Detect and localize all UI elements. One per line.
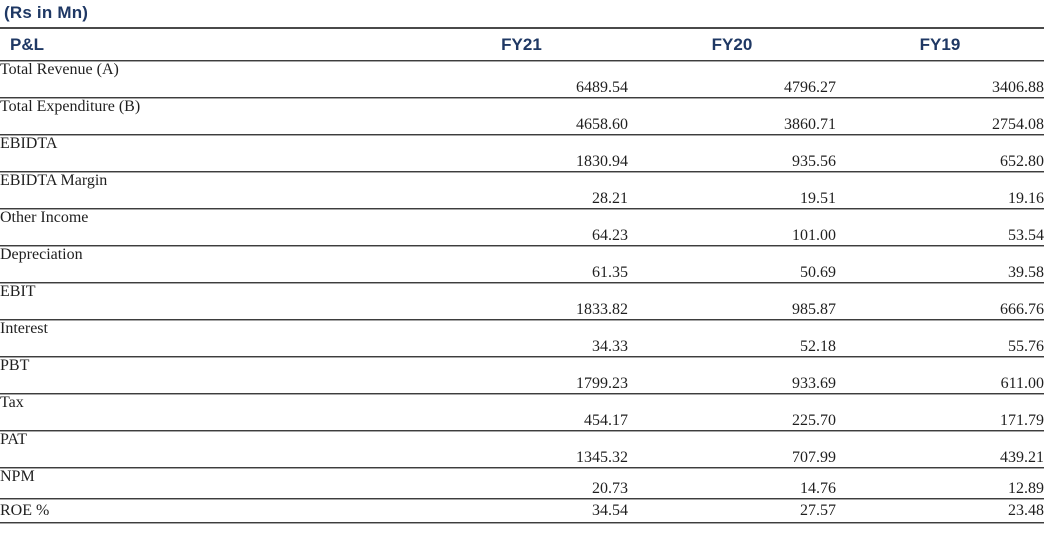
- cell-fy20: 52.18: [628, 319, 836, 357]
- cell-fy21: 1799.23: [415, 356, 628, 394]
- cell-fy19: 666.76: [836, 282, 1044, 320]
- table-header-row: P&L FY21 FY20 FY19: [0, 27, 1044, 61]
- cell-fy20: 985.87: [628, 282, 836, 320]
- cell-fy21: 64.23: [415, 208, 628, 246]
- cell-fy19: 3406.88: [836, 60, 1044, 98]
- cell-fy21: 1830.94: [415, 134, 628, 172]
- cell-fy20: 27.57: [628, 498, 836, 523]
- cell-fy21: 4658.60: [415, 97, 628, 135]
- units-title: (Rs in Mn): [4, 3, 89, 22]
- row-label: PAT: [0, 430, 415, 468]
- row-label: Depreciation: [0, 245, 415, 283]
- row-label: PBT: [0, 356, 415, 394]
- row-label: EBIT: [0, 282, 415, 320]
- cell-fy21: 454.17: [415, 393, 628, 431]
- cell-fy20: 225.70: [628, 393, 836, 431]
- table-row-pbt: PBT 1799.23 933.69 611.00: [0, 356, 1044, 394]
- table-row-interest: Interest 34.33 52.18 55.76: [0, 319, 1044, 357]
- cell-fy19: 12.89: [836, 467, 1044, 499]
- cell-fy20: 50.69: [628, 245, 836, 283]
- row-label: Other Income: [0, 208, 415, 246]
- cell-fy21: 61.35: [415, 245, 628, 283]
- cell-fy21: 34.54: [415, 498, 628, 523]
- cell-fy19: 53.54: [836, 208, 1044, 246]
- table-row-tax: Tax 454.17 225.70 171.79: [0, 393, 1044, 431]
- row-label: ROE %: [0, 498, 415, 523]
- cell-fy21: 1833.82: [415, 282, 628, 320]
- table-row-npm: NPM 20.73 14.76 12.89: [0, 467, 1044, 499]
- table-row-ebit: EBIT 1833.82 985.87 666.76: [0, 282, 1044, 320]
- cell-fy19: 19.16: [836, 171, 1044, 209]
- table-row-ebidta: EBIDTA 1830.94 935.56 652.80: [0, 134, 1044, 172]
- table-row-other-income: Other Income 64.23 101.00 53.54: [0, 208, 1044, 246]
- cell-fy20: 3860.71: [628, 97, 836, 135]
- cell-fy20: 4796.27: [628, 60, 836, 98]
- cell-fy19: 439.21: [836, 430, 1044, 468]
- row-label: Total Revenue (A): [0, 60, 415, 98]
- row-label: Total Expenditure (B): [0, 97, 415, 135]
- cell-fy21: 28.21: [415, 171, 628, 209]
- cell-fy19: 171.79: [836, 393, 1044, 431]
- table-row-pat: PAT 1345.32 707.99 439.21: [0, 430, 1044, 468]
- table-row-ebidta-margin: EBIDTA Margin 28.21 19.51 19.16: [0, 171, 1044, 209]
- cell-fy20: 14.76: [628, 467, 836, 499]
- cell-fy20: 935.56: [628, 134, 836, 172]
- cell-fy21: 20.73: [415, 467, 628, 499]
- header-fy19: FY19: [836, 27, 1044, 61]
- row-label: EBIDTA Margin: [0, 171, 415, 209]
- table-row-total-revenue: Total Revenue (A) 6489.54 4796.27 3406.8…: [0, 60, 1044, 98]
- cell-fy20: 933.69: [628, 356, 836, 394]
- cell-fy19: 2754.08: [836, 97, 1044, 135]
- cell-fy19: 652.80: [836, 134, 1044, 172]
- cell-fy21: 1345.32: [415, 430, 628, 468]
- cell-fy21: 6489.54: [415, 60, 628, 98]
- header-fy21: FY21: [415, 27, 628, 61]
- table-row-depreciation: Depreciation 61.35 50.69 39.58: [0, 245, 1044, 283]
- row-label: Interest: [0, 319, 415, 357]
- cell-fy20: 707.99: [628, 430, 836, 468]
- row-label: EBIDTA: [0, 134, 415, 172]
- row-label: NPM: [0, 467, 415, 499]
- table-row-total-expenditure: Total Expenditure (B) 4658.60 3860.71 27…: [0, 97, 1044, 135]
- header-pnl-label: P&L: [0, 27, 415, 61]
- cell-fy19: 23.48: [836, 498, 1044, 523]
- cell-fy21: 34.33: [415, 319, 628, 357]
- cell-fy19: 611.00: [836, 356, 1044, 394]
- cell-fy20: 19.51: [628, 171, 836, 209]
- table-row-roe: ROE % 34.54 27.57 23.48: [0, 498, 1044, 523]
- pnl-table: P&L FY21 FY20 FY19 Total Revenue (A) 648…: [0, 27, 1044, 523]
- header-fy20: FY20: [628, 27, 836, 61]
- row-label: Tax: [0, 393, 415, 431]
- cell-fy20: 101.00: [628, 208, 836, 246]
- cell-fy19: 55.76: [836, 319, 1044, 357]
- cell-fy19: 39.58: [836, 245, 1044, 283]
